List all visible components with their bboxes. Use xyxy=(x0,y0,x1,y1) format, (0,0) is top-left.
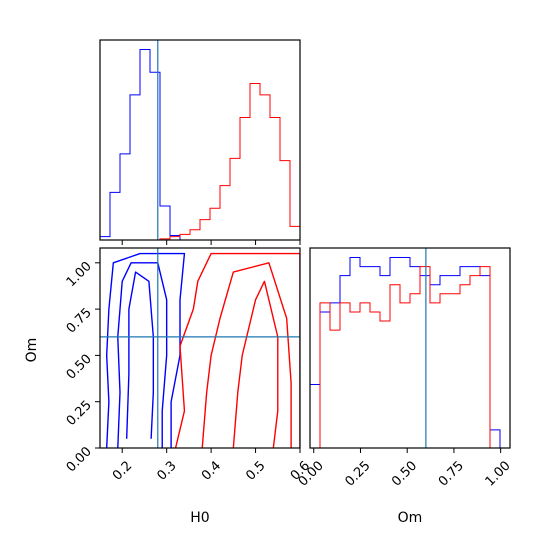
hist-Om-x-tick-label-3: 0.75 xyxy=(436,458,467,489)
hist-Om-x-tick-label-4: 1.00 xyxy=(483,458,514,489)
contour-x-tick-label-0: 0.2 xyxy=(110,458,135,483)
hist-H0-frame xyxy=(99,39,301,241)
contour-series-1-level-0 xyxy=(174,252,300,448)
contour-y-ticks: 0.00 0.25 0.50 0.75 1.00 xyxy=(64,259,100,475)
contour-series-0-level-0 xyxy=(105,252,186,448)
contour-y-tick-label-3: 0.75 xyxy=(64,305,95,336)
hist-Om-series-1-step xyxy=(310,266,510,449)
contour-plot-area xyxy=(100,248,300,448)
hist-Om-x-tick-label-1: 0.25 xyxy=(342,458,373,489)
hist-Om-frame xyxy=(309,247,511,449)
contour-y-tick-label-1: 0.25 xyxy=(64,398,95,429)
contour-x-tick-label-1: 0.3 xyxy=(154,458,179,483)
contour-x-tick-label-3: 0.5 xyxy=(243,458,268,483)
hist-H0-series-0-step xyxy=(99,49,300,241)
contour-series-1-level-1 xyxy=(201,262,292,448)
contour-frame xyxy=(99,247,301,449)
contour-y-tick-label-0: 0.00 xyxy=(64,444,95,475)
contour-series-0-level-2 xyxy=(125,271,155,439)
hist-H0-plot-area xyxy=(99,40,301,241)
contour-lines xyxy=(105,252,300,448)
contour-y-tick-label-2: 0.50 xyxy=(64,352,95,383)
hist-Om-plot-area xyxy=(309,248,510,449)
hist-H0-ticks xyxy=(121,240,301,245)
contour-series-1-level-2 xyxy=(232,280,279,448)
x-axis-label-om: Om xyxy=(398,510,423,526)
panel-hist-H0 xyxy=(99,39,301,245)
contour-x-ticks: 0.2 0.3 0.4 0.5 0.6 xyxy=(110,448,313,484)
hist-Om-x-tick-label-2: 0.50 xyxy=(389,458,420,489)
y-axis-label-om: Om xyxy=(24,338,40,363)
panel-hist-Om: 0.00 0.25 0.50 0.75 1.00 Om xyxy=(296,247,514,526)
contour-x-tick-label-2: 0.4 xyxy=(199,458,224,483)
hist-Om-series-0-step xyxy=(309,257,510,449)
hist-Om-ticks: 0.00 0.25 0.50 0.75 1.00 xyxy=(296,448,514,490)
contour-series-0-level-1 xyxy=(117,262,168,448)
x-axis-label-h0: H0 xyxy=(190,510,209,526)
contour-y-tick-label-4: 1.00 xyxy=(64,259,95,290)
panel-contour-H0-Om: 0.2 0.3 0.4 0.5 0.6 0.000.250.500.751.00 H0 … xyxy=(24,247,313,526)
